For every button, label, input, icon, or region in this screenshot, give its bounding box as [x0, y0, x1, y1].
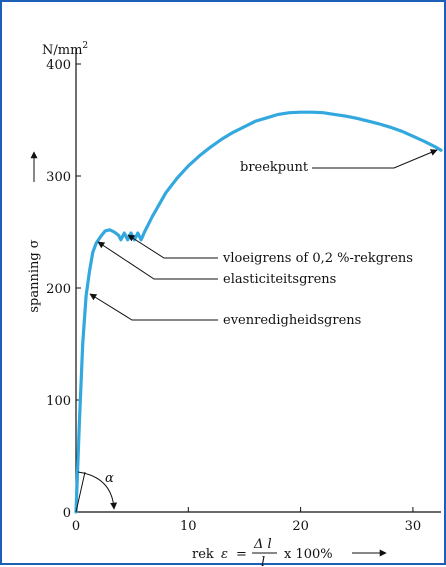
x-tick-label: 10 [180, 519, 197, 534]
y-tick-label: 200 [46, 282, 71, 297]
svg-text:ε: ε [221, 547, 228, 562]
svg-text:vloeigrens of 0,2 %-rekgrens: vloeigrens of 0,2 %-rekgrens [222, 251, 413, 266]
svg-text:=: = [236, 547, 247, 562]
annotation-evenredigheidsgrens: evenredigheidsgrens [89, 293, 361, 328]
stress-strain-curve [74, 110, 443, 514]
x-tick-label: 20 [292, 519, 309, 534]
x-tick-label: 0 [72, 519, 80, 534]
svg-text:breekpunt: breekpunt [240, 160, 309, 175]
y-tick-label: 0 [63, 506, 71, 521]
y-unit-label: N/mm2 [42, 41, 88, 58]
svg-text:spanning σ: spanning σ [27, 239, 42, 312]
x-tick-label: 30 [405, 519, 422, 534]
x-axis-title: rek ε = Δ l l x 100% [192, 537, 387, 567]
svg-text:l: l [261, 555, 265, 567]
y-axis-title: spanning σ [27, 239, 42, 312]
y-tick-label: 400 [46, 58, 71, 73]
annotation-alpha: α [75, 471, 118, 513]
annotation-vloeigrens: vloeigrens of 0,2 %-rekgrens [127, 234, 413, 266]
svg-text:α: α [105, 471, 114, 486]
y-tick-label: 300 [46, 170, 71, 185]
svg-text:x 100%: x 100% [284, 547, 333, 562]
annotation-elasticiteitsgrens: elasticiteitsgrens [97, 241, 336, 287]
annotation-breekpunt: breekpunt [240, 149, 438, 175]
svg-text:Δ l: Δ l [253, 537, 272, 552]
y-tick-label: 100 [46, 394, 71, 409]
svg-text:rek: rek [192, 547, 214, 562]
svg-text:elasticiteitsgrens: elasticiteitsgrens [223, 272, 336, 287]
svg-text:evenredigheidsgrens: evenredigheidsgrens [223, 313, 361, 328]
